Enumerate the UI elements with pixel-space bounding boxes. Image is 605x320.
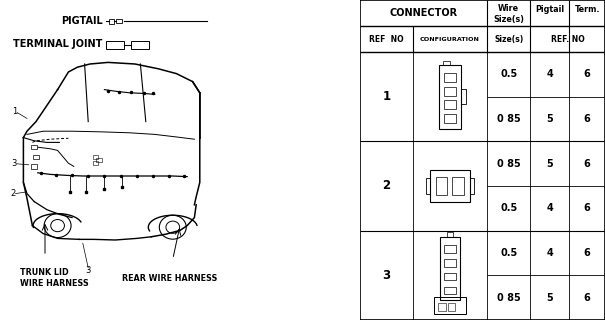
Bar	[430, 170, 469, 202]
Bar	[461, 90, 466, 104]
Bar	[443, 61, 450, 65]
Bar	[31, 164, 37, 169]
Text: 6: 6	[584, 69, 590, 79]
Bar	[444, 245, 456, 253]
Text: 2: 2	[10, 189, 15, 198]
Bar	[116, 20, 122, 23]
Text: 6: 6	[584, 293, 590, 303]
Bar	[453, 177, 464, 195]
Bar	[440, 237, 460, 300]
Text: Term.: Term.	[575, 5, 600, 14]
Text: 1: 1	[11, 108, 17, 116]
Text: Wire: Wire	[499, 4, 519, 13]
Text: 2: 2	[382, 180, 390, 192]
Bar	[427, 178, 430, 194]
Text: 6: 6	[584, 114, 590, 124]
Text: 4: 4	[546, 203, 553, 213]
Text: 0.5: 0.5	[500, 69, 517, 79]
Bar	[434, 297, 466, 314]
Text: 0.5: 0.5	[500, 203, 517, 213]
Text: TRUNK LID
WIRE HARNESS: TRUNK LID WIRE HARNESS	[20, 268, 88, 288]
Text: 3: 3	[382, 269, 390, 282]
Text: 0 85: 0 85	[497, 159, 521, 169]
Text: REAR WIRE HARNESS: REAR WIRE HARNESS	[122, 274, 218, 283]
Bar	[444, 74, 456, 83]
Bar	[93, 161, 98, 165]
Text: Pigtail: Pigtail	[535, 5, 564, 14]
Text: 1: 1	[382, 90, 390, 103]
Text: 0.5: 0.5	[500, 248, 517, 258]
Bar	[93, 155, 98, 159]
Text: Size(s): Size(s)	[493, 15, 525, 24]
Text: REF  NO: REF NO	[369, 35, 404, 44]
Bar	[444, 286, 456, 294]
Text: 5: 5	[546, 293, 553, 303]
Bar	[444, 273, 456, 280]
Bar	[438, 303, 446, 311]
Bar	[444, 87, 456, 96]
Bar	[439, 65, 461, 129]
Bar	[33, 155, 39, 159]
Bar	[109, 19, 114, 24]
Bar	[469, 178, 474, 194]
Text: 5: 5	[546, 114, 553, 124]
Text: TERMINAL JOINT: TERMINAL JOINT	[13, 39, 103, 49]
Text: 0 85: 0 85	[497, 114, 521, 124]
Bar	[31, 145, 37, 149]
Bar	[444, 100, 456, 109]
Text: REF. NO: REF. NO	[551, 35, 584, 44]
Text: 6: 6	[584, 203, 590, 213]
Text: PIGTAIL: PIGTAIL	[61, 16, 103, 26]
Bar	[436, 177, 447, 195]
Bar	[447, 232, 453, 237]
Text: CONNECTOR: CONNECTOR	[390, 8, 458, 18]
Text: 5: 5	[546, 159, 553, 169]
Bar	[444, 259, 456, 267]
Text: CONFIGURATION: CONFIGURATION	[420, 36, 480, 42]
Bar	[106, 41, 124, 49]
Bar	[131, 41, 149, 49]
Text: Size(s): Size(s)	[494, 35, 523, 44]
Text: 4: 4	[546, 69, 553, 79]
Bar	[444, 114, 456, 123]
Text: 6: 6	[584, 248, 590, 258]
Text: 6: 6	[584, 159, 590, 169]
Text: 3: 3	[85, 266, 91, 275]
Text: 0 85: 0 85	[497, 293, 521, 303]
Bar	[96, 158, 102, 162]
Text: 4: 4	[546, 248, 553, 258]
Bar	[448, 303, 456, 311]
Text: 3: 3	[11, 159, 17, 168]
